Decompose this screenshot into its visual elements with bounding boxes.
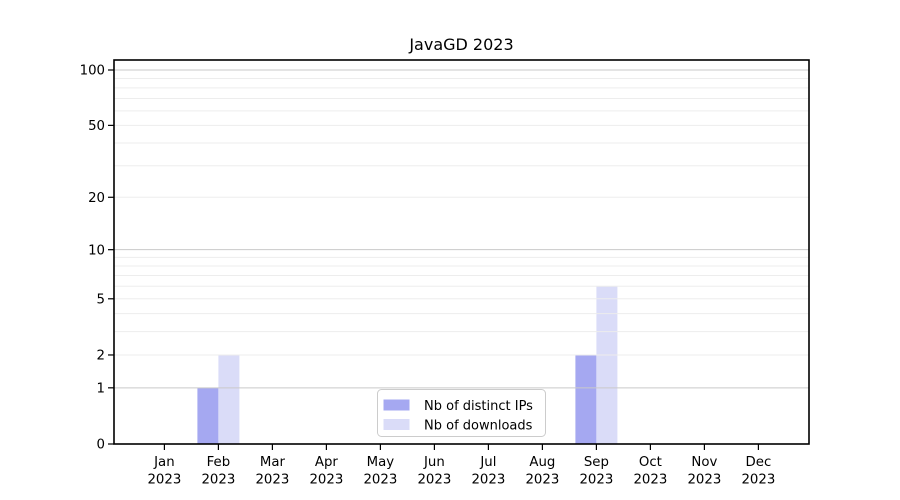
x-tick-label-month: Jun xyxy=(423,455,445,470)
x-tick-label-month: Oct xyxy=(639,455,662,470)
y-tick-label: 0 xyxy=(97,438,105,453)
gridlines-layer xyxy=(114,69,809,389)
legend-box xyxy=(377,389,546,437)
x-tick-label-year: 2023 xyxy=(687,473,721,488)
tick-labels-layer: 0 1 2 5 10 20 50 100 Jan 2023 Feb 2023 Mar 2023 Apr 202… xyxy=(80,64,776,488)
x-tick-label-year: 2023 xyxy=(741,473,775,488)
bar-downloads-feb xyxy=(218,354,240,444)
y-tick-label: 50 xyxy=(88,119,105,134)
x-tick-label-year: 2023 xyxy=(201,473,235,488)
y-tick-label: 20 xyxy=(88,191,105,206)
bar-distinct-ips-sep xyxy=(575,354,597,444)
x-tick-label-month: Sep xyxy=(584,455,609,470)
x-tick-label-year: 2023 xyxy=(471,473,505,488)
x-tick-label-month: Apr xyxy=(315,455,339,470)
x-tick-label-month: Aug xyxy=(529,455,555,470)
legend: Nb of distinct IPs Nb of downloads xyxy=(377,389,546,437)
x-tick-label-month: Mar xyxy=(260,455,286,470)
x-tick-label-year: 2023 xyxy=(525,473,559,488)
x-tick-label-month: Dec xyxy=(746,455,772,470)
legend-label-downloads: Nb of downloads xyxy=(424,419,533,434)
legend-swatch-downloads xyxy=(383,419,410,430)
plot-border xyxy=(113,59,810,445)
chart-title: JavaGD 2023 xyxy=(408,35,513,54)
x-tick-label-year: 2023 xyxy=(309,473,343,488)
y-tick-label: 100 xyxy=(80,64,105,79)
x-tick-label-month: Nov xyxy=(691,455,717,470)
bar-downloads-sep xyxy=(596,286,618,444)
y-tick-label: 1 xyxy=(97,381,105,396)
y-tick-label: 10 xyxy=(88,243,105,258)
legend-label-distinct-ips: Nb of distinct IPs xyxy=(424,399,533,414)
bars-layer xyxy=(197,286,618,444)
x-tick-label-month: Jul xyxy=(479,455,496,470)
axes-layer xyxy=(108,59,810,450)
x-tick-label-year: 2023 xyxy=(633,473,667,488)
x-tick-label-year: 2023 xyxy=(363,473,397,488)
x-tick-label-month: May xyxy=(367,455,395,470)
y-tick-label: 2 xyxy=(97,349,105,364)
x-tick-label-month: Jan xyxy=(153,455,175,470)
x-tick-label-year: 2023 xyxy=(147,473,181,488)
x-tick-label-month: Feb xyxy=(207,455,231,470)
y-tick-label: 5 xyxy=(97,292,105,307)
x-tick-label-year: 2023 xyxy=(579,473,613,488)
x-tick-label-year: 2023 xyxy=(417,473,451,488)
bar-distinct-ips-feb xyxy=(197,387,219,444)
x-tick-label-year: 2023 xyxy=(255,473,289,488)
legend-swatch-distinct-ips xyxy=(383,399,410,411)
